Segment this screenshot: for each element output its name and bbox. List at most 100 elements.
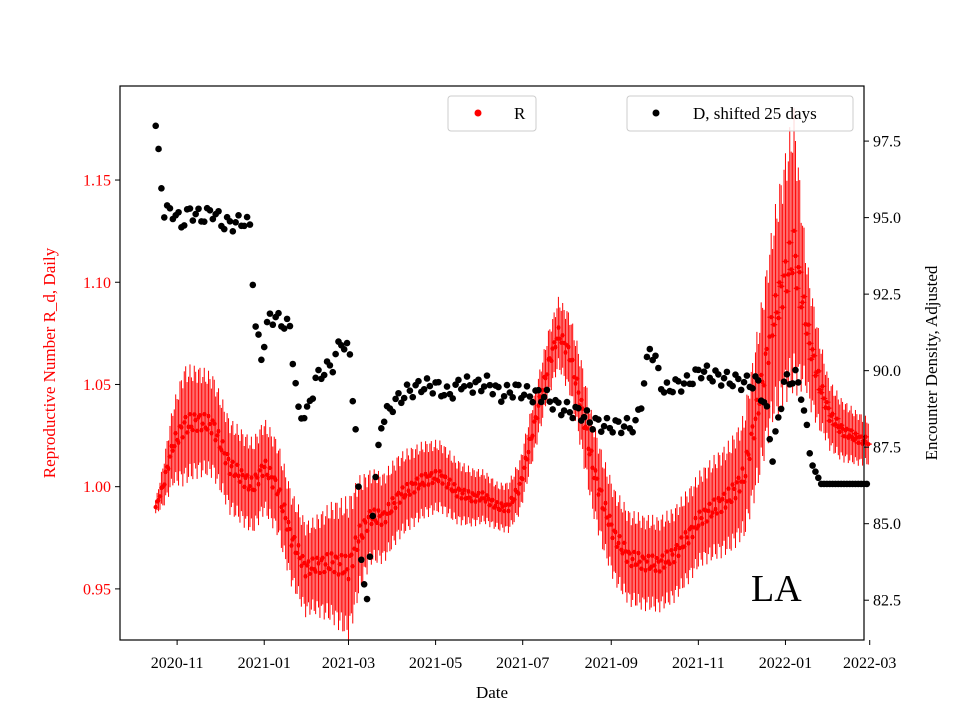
r-point (696, 523, 701, 528)
r-point (524, 457, 530, 462)
d-point (309, 395, 317, 403)
d-point (275, 309, 282, 317)
r-point (723, 505, 728, 510)
d-point (717, 382, 725, 389)
r-point (786, 272, 791, 277)
r-point (693, 515, 698, 521)
d-point (455, 376, 462, 384)
r-point (721, 491, 727, 496)
r-point (660, 553, 665, 558)
r-point (343, 553, 348, 559)
d-point (803, 421, 811, 429)
r-point (262, 464, 267, 470)
d-point (766, 435, 774, 443)
r-point (784, 289, 790, 294)
d-point (420, 385, 428, 393)
r-point (651, 563, 657, 568)
r-point (167, 454, 173, 459)
r-point (821, 396, 827, 401)
r-point (507, 502, 513, 507)
r-point (654, 555, 660, 561)
d-point (632, 416, 639, 424)
r-point (197, 412, 203, 418)
r-point (794, 286, 800, 291)
r-point (183, 414, 188, 420)
r-point (239, 468, 244, 473)
r-point (461, 487, 467, 492)
legend-r-label: R (514, 104, 526, 123)
r-point (557, 336, 563, 341)
r-point (743, 473, 748, 479)
d-point (689, 380, 696, 388)
d-point (312, 374, 319, 382)
d-point (340, 346, 348, 353)
d-point (600, 422, 608, 430)
d-point (360, 580, 368, 588)
r-point (403, 492, 408, 498)
r-point (543, 375, 548, 381)
r-point (801, 294, 807, 299)
d-point (535, 386, 542, 394)
r-point (317, 570, 323, 576)
r-point (430, 480, 435, 486)
d-point (378, 425, 385, 432)
d-point (206, 207, 214, 214)
r-point (189, 424, 194, 429)
d-point (240, 222, 248, 230)
r-point (800, 300, 805, 305)
r-point (644, 559, 650, 564)
r-point (350, 564, 355, 569)
d-point (300, 414, 308, 422)
d-point (515, 381, 522, 389)
d-point (186, 205, 194, 212)
d-point (375, 441, 382, 449)
r-point (289, 543, 294, 548)
d-point (352, 426, 359, 433)
d-point (555, 399, 562, 406)
d-point (269, 321, 277, 329)
r-point (621, 540, 627, 546)
d-point (812, 468, 819, 475)
r-point (230, 459, 236, 465)
r-point (220, 439, 226, 444)
r-point (670, 552, 675, 557)
r-point (740, 466, 745, 471)
d-point (246, 221, 254, 228)
d-point (735, 375, 742, 383)
r-point (267, 465, 273, 471)
r-point (731, 486, 737, 492)
y-right-axis-label: Encounter Density, Adjusted (922, 265, 941, 460)
r-point (773, 293, 778, 298)
r-point (483, 499, 488, 504)
r-point (599, 488, 604, 493)
r-point (386, 501, 391, 507)
r-point (364, 528, 370, 534)
r-point (613, 529, 618, 535)
d-point (809, 462, 816, 469)
d-point (775, 414, 782, 421)
r-point (353, 535, 358, 540)
r-point (320, 555, 325, 561)
d-point (740, 378, 748, 386)
d-point (792, 366, 799, 374)
y-left-tick-label: 1.00 (83, 479, 111, 496)
r-point (609, 522, 614, 527)
r-point (294, 550, 300, 556)
r-point (768, 315, 774, 320)
r-point (200, 421, 206, 426)
r-point (848, 428, 854, 433)
x-tick-label: 2022-01 (759, 655, 812, 672)
r-point (601, 507, 607, 512)
d-point (497, 398, 505, 405)
r-point (399, 492, 404, 497)
r-point (793, 253, 798, 259)
d-point (715, 371, 722, 378)
r-point (240, 472, 246, 478)
d-point (677, 388, 685, 395)
r-point (313, 569, 318, 574)
r-point (473, 499, 478, 504)
r-point (596, 492, 601, 497)
r-point (469, 498, 474, 504)
r-point (416, 486, 421, 491)
plot-frame (119, 85, 865, 641)
